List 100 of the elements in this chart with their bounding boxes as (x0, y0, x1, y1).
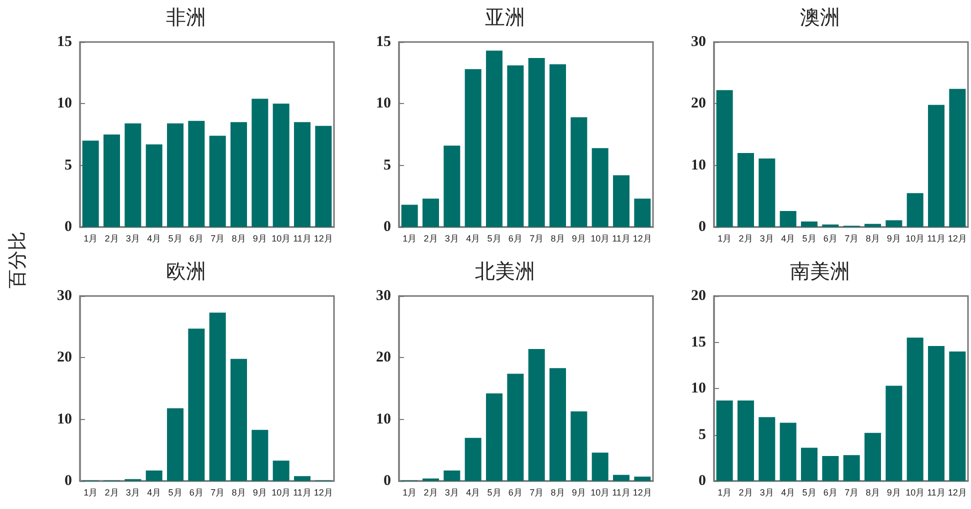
bar (737, 153, 754, 227)
x-tick-label: 6月 (508, 488, 522, 498)
bar (886, 386, 902, 481)
bar (230, 358, 248, 481)
y-tick-label: 30 (376, 288, 391, 304)
bar (444, 470, 460, 481)
x-tick-label: 10月 (272, 488, 291, 498)
x-tick-label: 5月 (487, 488, 502, 498)
x-tick-label: 3月 (760, 488, 774, 498)
y-tick-label: 5 (384, 157, 391, 174)
x-tick-label: 7月 (210, 488, 225, 498)
x-tick-label: 1月 (402, 488, 417, 498)
bar (549, 368, 566, 481)
y-tick-label: 0 (698, 473, 706, 489)
x-tick-label: 2月 (104, 488, 119, 498)
bar (612, 175, 630, 227)
bar (188, 120, 205, 227)
x-tick-label: 5月 (487, 234, 502, 244)
bar (294, 476, 311, 481)
chart-title: 亚洲 (485, 5, 525, 29)
x-tick-label: 4月 (781, 234, 796, 244)
y-tick-label: 20 (376, 350, 391, 366)
bar (464, 438, 482, 481)
x-tick-label: 6月 (508, 234, 522, 244)
x-tick-label: 6月 (189, 488, 204, 498)
x-tick-label: 2月 (424, 234, 438, 244)
x-tick-label: 9月 (252, 234, 267, 244)
bar (464, 69, 482, 227)
x-tick-label: 1月 (84, 234, 98, 244)
bar (716, 90, 733, 227)
y-tick-label: 20 (57, 350, 72, 366)
bar (612, 474, 630, 481)
y-tick-label: 30 (57, 288, 72, 304)
x-tick-label: 5月 (168, 488, 182, 498)
x-tick-label: 10月 (906, 488, 925, 498)
x-tick-label: 4月 (147, 234, 162, 244)
bar (209, 136, 226, 227)
x-tick-label: 11月 (927, 488, 946, 498)
chart-title: 欧洲 (166, 259, 206, 283)
x-tick-label: 12月 (632, 234, 652, 244)
bar (272, 104, 290, 227)
bar (507, 65, 524, 227)
x-tick-label: 7月 (844, 488, 859, 498)
x-tick-label: 12月 (948, 488, 967, 498)
x-tick-label: 12月 (632, 488, 652, 498)
bar (82, 140, 99, 227)
y-tick-label: 20 (691, 96, 706, 112)
x-tick-label: 4月 (147, 488, 162, 498)
y-tick-label: 10 (57, 411, 72, 428)
x-tick-label: 10月 (272, 234, 291, 244)
x-tick-label: 1月 (718, 234, 732, 244)
y-tick-label: 30 (691, 34, 706, 50)
x-tick-label: 11月 (293, 488, 312, 498)
y-tick-label: 0 (64, 219, 72, 235)
bar (780, 422, 796, 481)
x-tick-label: 8月 (232, 234, 246, 244)
x-tick-label: 9月 (572, 234, 586, 244)
y-tick-label: 15 (376, 34, 391, 50)
bar (166, 123, 184, 227)
y-tick-label: 20 (691, 288, 706, 304)
bar (294, 122, 311, 227)
y-tick-label: 10 (376, 411, 391, 428)
x-tick-label: 3月 (760, 234, 774, 244)
x-tick-label: 12月 (314, 234, 333, 244)
bar (486, 50, 503, 227)
x-tick-label: 2月 (424, 488, 438, 498)
bar (716, 400, 733, 481)
bar (528, 58, 545, 227)
bar (272, 460, 290, 481)
x-tick-label: 10月 (906, 234, 925, 244)
x-tick-label: 2月 (104, 234, 119, 244)
bar (758, 417, 776, 481)
bar (800, 221, 818, 227)
bar (146, 470, 162, 481)
x-tick-label: 2月 (738, 488, 753, 498)
x-tick-label: 7月 (530, 234, 544, 244)
x-tick-label: 8月 (866, 488, 880, 498)
bar (209, 312, 226, 481)
bar (949, 88, 966, 227)
bar (166, 408, 184, 481)
x-tick-label: 9月 (886, 488, 901, 498)
x-tick-label: 7月 (530, 488, 544, 498)
x-tick-label: 3月 (444, 488, 459, 498)
chart-title: 非洲 (166, 5, 206, 29)
bar (864, 432, 882, 481)
bar (906, 193, 924, 227)
y-tick-label: 5 (698, 426, 706, 443)
x-tick-label: 1月 (402, 234, 417, 244)
x-tick-label: 11月 (612, 488, 630, 498)
x-tick-label: 7月 (210, 234, 225, 244)
bar (634, 476, 651, 481)
bar (146, 144, 162, 227)
bar (444, 146, 460, 227)
bar (864, 224, 882, 227)
x-tick-label: 4月 (466, 488, 480, 498)
bar (528, 349, 545, 481)
x-tick-label: 1月 (718, 488, 732, 498)
y-tick-label: 5 (64, 157, 72, 174)
bar (843, 455, 860, 481)
x-tick-label: 11月 (293, 234, 312, 244)
